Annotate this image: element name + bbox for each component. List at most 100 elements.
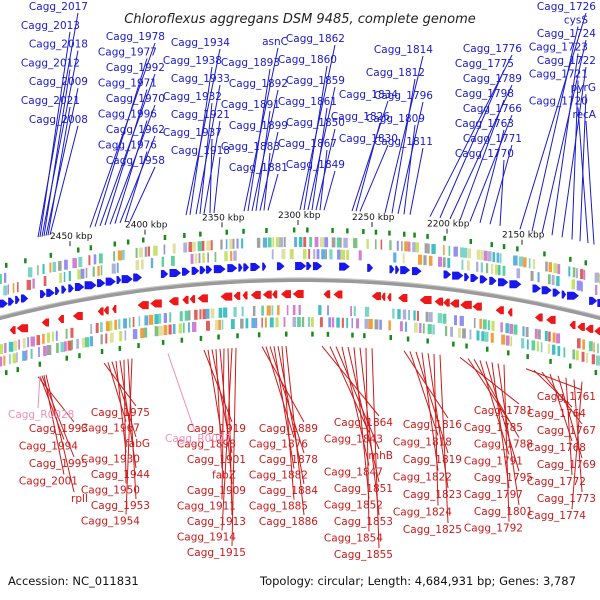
gene-label-cagg-1854[interactable]: Cagg_1854 (324, 533, 383, 545)
gene-label-cagg-2017[interactable]: Cagg_2017 (29, 1, 88, 13)
gene-label-cagg-1722[interactable]: Cagg_1722 (537, 55, 596, 67)
gene-label-cagg-1970[interactable]: Cagg_1970 (106, 93, 165, 105)
gene-label-cagg-1919[interactable]: Cagg_1919 (187, 423, 246, 435)
gene-label-cagg-1816[interactable]: Cagg_1816 (403, 419, 462, 431)
gene-label-cagg-1852[interactable]: Cagg_1852 (324, 500, 383, 512)
gene-label-cagg-1769[interactable]: Cagg_1769 (537, 459, 596, 471)
gene-label-cagg-1723[interactable]: Cagg_1723 (529, 42, 588, 54)
gene-label-cagg-1860[interactable]: Cagg_1860 (278, 54, 337, 66)
gene-label-cagg-2008[interactable]: Cagg_2008 (29, 114, 88, 126)
gene-label-cagg-1824[interactable]: Cagg_1824 (393, 507, 452, 519)
gene-label-cagg-1861[interactable]: Cagg_1861 (278, 96, 337, 108)
gene-label-cagg-1785[interactable]: Cagg_1785 (464, 422, 523, 434)
gene-label-cagg-1971[interactable]: Cagg_1971 (98, 78, 157, 90)
gene-label-cagg-1898[interactable]: Cagg_1898 (177, 439, 236, 451)
gene-label-cagg-2013[interactable]: Cagg_2013 (21, 20, 80, 32)
gene-label-cagg-1921[interactable]: Cagg_1921 (171, 109, 230, 121)
gene-label-cagg-1724[interactable]: Cagg_1724 (537, 28, 596, 40)
gene-label-cagg-1825[interactable]: Cagg_1825 (403, 524, 462, 536)
gene-label-cagg-1934[interactable]: Cagg_1934 (171, 37, 230, 49)
gene-label-cagg-1977[interactable]: Cagg_1977 (98, 47, 157, 59)
gene-label-cagg-1954[interactable]: Cagg_1954 (81, 516, 140, 528)
gene-label-cagg-1993[interactable]: Cagg_1993 (29, 423, 88, 435)
gene-label-cagg-1850[interactable]: Cagg_1850 (286, 117, 345, 129)
gene-label-cagg-1781[interactable]: Cagg_1781 (474, 405, 533, 417)
gene-label-rpli[interactable]: rplI (71, 493, 88, 505)
gene-label-cagg-1726[interactable]: Cagg_1726 (537, 1, 596, 13)
gene-label-cagg-1892[interactable]: Cagg_1892 (229, 78, 288, 90)
gene-label-cagg-1767[interactable]: Cagg_1767 (537, 425, 596, 437)
gene-label-cagg-1859[interactable]: Cagg_1859 (286, 75, 345, 87)
gene-label-reca[interactable]: recA (572, 109, 596, 121)
gene-label-cagg-1814[interactable]: Cagg_1814 (374, 44, 433, 56)
gene-label-cagg-1889[interactable]: Cagg_1889 (259, 423, 318, 435)
gene-label-cagg-1992[interactable]: Cagg_1992 (106, 62, 165, 74)
gene-label-cagg-1881[interactable]: Cagg_1881 (229, 162, 288, 174)
gene-label-cagg-1789[interactable]: Cagg_1789 (463, 73, 522, 85)
gene-label-cagg-1891[interactable]: Cagg_1891 (221, 99, 280, 111)
gene-label-cagg-1901[interactable]: Cagg_1901 (187, 454, 246, 466)
gene-label-pyrg[interactable]: pyrG (571, 82, 596, 94)
gene-label-cagg-1995[interactable]: Cagg_1995 (29, 458, 88, 470)
gene-label-cagg-1913[interactable]: Cagg_1913 (187, 516, 246, 528)
gene-label-cagg-1915[interactable]: Cagg_1915 (187, 547, 246, 559)
gene-label-cagg-1938[interactable]: Cagg_1938 (163, 55, 222, 67)
gene-label-cagg-1830[interactable]: Cagg_1830 (339, 133, 398, 145)
gene-label-cagg-1795[interactable]: Cagg_1795 (474, 472, 533, 484)
gene-label-cagg-1811[interactable]: Cagg_1811 (374, 136, 433, 148)
gene-label-cagg-1720[interactable]: Cagg_1720 (529, 96, 588, 108)
gene-label-cagg-1932[interactable]: Cagg_1932 (163, 91, 222, 103)
gene-label-cagg-1864[interactable]: Cagg_1864 (334, 417, 393, 429)
gene-label-cagg-1950[interactable]: Cagg_1950 (81, 485, 140, 497)
gene-label-cagg-1776[interactable]: Cagg_1776 (463, 43, 522, 55)
gene-label-cagg-1801[interactable]: Cagg_1801 (474, 506, 533, 518)
gene-label-cagg-1918[interactable]: Cagg_1918 (171, 145, 230, 157)
gene-label-cagg-1994[interactable]: Cagg_1994 (19, 441, 78, 453)
gene-label-cagg-1834[interactable]: Cagg_1834 (339, 89, 398, 101)
gene-label-cagg-1933[interactable]: Cagg_1933 (171, 73, 230, 85)
gene-label-cagg-1893[interactable]: Cagg_1893 (221, 57, 280, 69)
gene-label-cagg-1882[interactable]: Cagg_1882 (249, 470, 308, 482)
gene-label-cagg-1721[interactable]: Cagg_1721 (529, 69, 588, 81)
gene-label-cagg-1761[interactable]: Cagg_1761 (537, 391, 596, 403)
gene-label-cagg-1766[interactable]: Cagg_1766 (463, 103, 522, 115)
gene-label-cagg-1976[interactable]: Cagg_1976 (98, 140, 157, 152)
gene-label-cagg-1791[interactable]: Cagg_1791 (464, 455, 523, 467)
gene-label-cagg-1788[interactable]: Cagg_1788 (474, 439, 533, 451)
gene-label-cagg-1771[interactable]: Cagg_1771 (463, 133, 522, 145)
gene-label-fabg[interactable]: fabG (125, 438, 150, 450)
gene-label-cagg-1773[interactable]: Cagg_1773 (537, 493, 596, 505)
gene-label-cagg-1876[interactable]: Cagg_1876 (249, 439, 308, 451)
gene-label-cagg-2009[interactable]: Cagg_2009 (29, 76, 88, 88)
gene-label-cagg-1823[interactable]: Cagg_1823 (403, 489, 462, 501)
gene-label-cagg-1883[interactable]: Cagg_1883 (221, 141, 280, 153)
gene-label-cagg-1884[interactable]: Cagg_1884 (259, 485, 318, 497)
gene-label-cagg-1930[interactable]: Cagg_1930 (81, 454, 140, 466)
gene-label-asnc[interactable]: asnC (262, 36, 288, 48)
gene-label-cagg-2021[interactable]: Cagg_2021 (21, 95, 80, 107)
gene-label-cagg-1937[interactable]: Cagg_1937 (163, 127, 222, 139)
gene-label-cagg-1770[interactable]: Cagg_1770 (455, 148, 514, 160)
gene-label-cagg-1797[interactable]: Cagg_1797 (464, 489, 523, 501)
gene-label-cagg-1909[interactable]: Cagg_1909 (187, 485, 246, 497)
gene-label-cagg-1764[interactable]: Cagg_1764 (527, 408, 586, 420)
gene-label-rnhb[interactable]: rnhB (368, 450, 393, 462)
gene-label-cagg-1853[interactable]: Cagg_1853 (334, 516, 393, 528)
gene-label-cagg-1826[interactable]: Cagg_1826 (331, 111, 390, 123)
gene-label-cagg-1775[interactable]: Cagg_1775 (455, 58, 514, 70)
gene-label-cagg-1958[interactable]: Cagg_1958 (106, 155, 165, 167)
gene-label-cagg-1798[interactable]: Cagg_1798 (455, 88, 514, 100)
gene-label-cagg-1914[interactable]: Cagg_1914 (177, 532, 236, 544)
gene-label-cagg-1796[interactable]: Cagg_1796 (374, 90, 433, 102)
gene-label-fabz[interactable]: fabZ (212, 470, 236, 482)
gene-label-cagg-1975[interactable]: Cagg_1975 (91, 407, 150, 419)
gene-label-cyss[interactable]: cysS (564, 15, 588, 27)
gene-label-cagg-1849[interactable]: Cagg_1849 (286, 159, 345, 171)
gene-label-cagg-1847[interactable]: Cagg_1847 (324, 467, 383, 479)
gene-label-cagg-1809[interactable]: Cagg_1809 (366, 113, 425, 125)
gene-label-cagg-2001[interactable]: Cagg_2001 (19, 476, 78, 488)
rna-label-cagg-r0028[interactable]: Cagg_R0028 (8, 409, 74, 421)
gene-label-cagg-1763[interactable]: Cagg_1763 (455, 118, 514, 130)
gene-label-cagg-1772[interactable]: Cagg_1772 (527, 476, 586, 488)
gene-label-cagg-1967[interactable]: Cagg_1967 (81, 423, 140, 435)
